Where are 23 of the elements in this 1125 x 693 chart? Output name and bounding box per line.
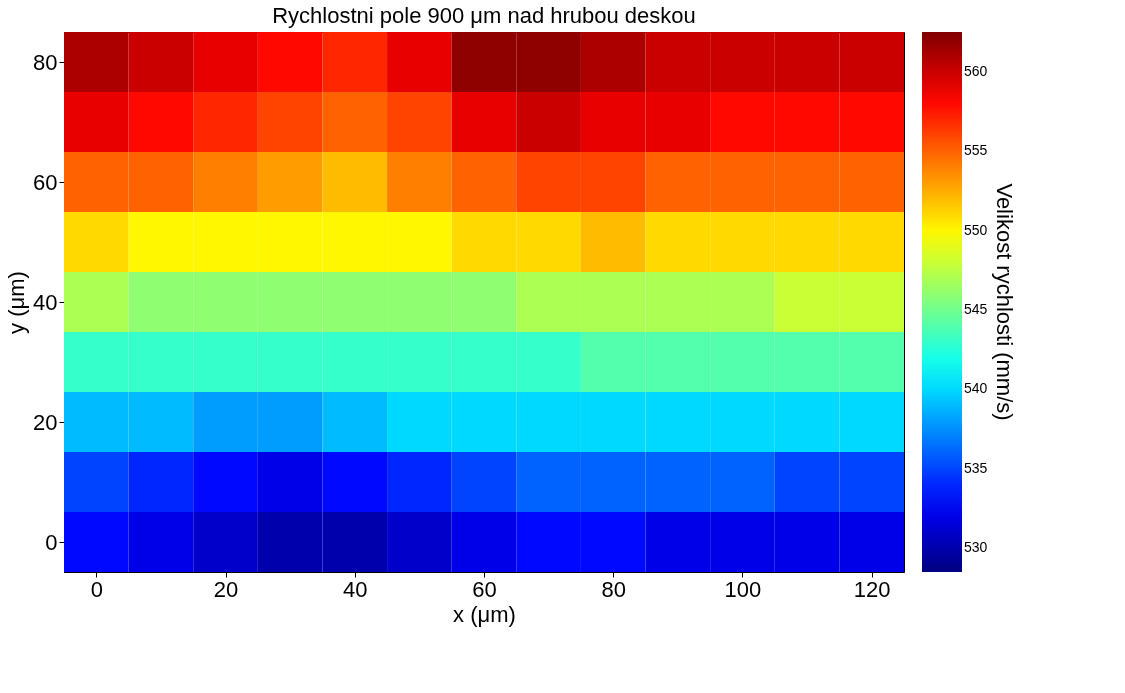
- x-tick-label: 120: [853, 576, 891, 602]
- x-tick-label: 40: [343, 576, 368, 602]
- y-tick-label: 20: [33, 409, 58, 435]
- x-axis-title: x (μm): [453, 601, 516, 627]
- x-tick-label: 80: [601, 576, 626, 602]
- x-tick-label: 0: [90, 576, 103, 602]
- color-bar-label: 550: [964, 221, 988, 238]
- y-tick-label: 60: [33, 169, 58, 195]
- y-axis-title: y (μm): [4, 271, 30, 334]
- color-bar-label: 545: [964, 300, 988, 317]
- color-bar-label: 530: [964, 539, 988, 556]
- x-tick-label: 100: [724, 576, 762, 602]
- y-tick-label: 80: [33, 49, 58, 75]
- color-bar-label: 535: [964, 459, 988, 476]
- x-tick-label: 20: [213, 576, 239, 602]
- color-bar-title: Velikost rychlosti (mm/s): [992, 183, 1017, 421]
- y-tick-label: 0: [45, 529, 58, 555]
- color-bar-label: 555: [964, 142, 988, 159]
- color-bar-label: 540: [964, 380, 988, 397]
- chart-title: Rychlostni pole 900 μm nad hrubou deskou: [272, 3, 696, 28]
- y-tick-label: 40: [33, 289, 58, 315]
- x-tick-label: 60: [472, 576, 497, 602]
- color-bar-label: 560: [964, 62, 988, 79]
